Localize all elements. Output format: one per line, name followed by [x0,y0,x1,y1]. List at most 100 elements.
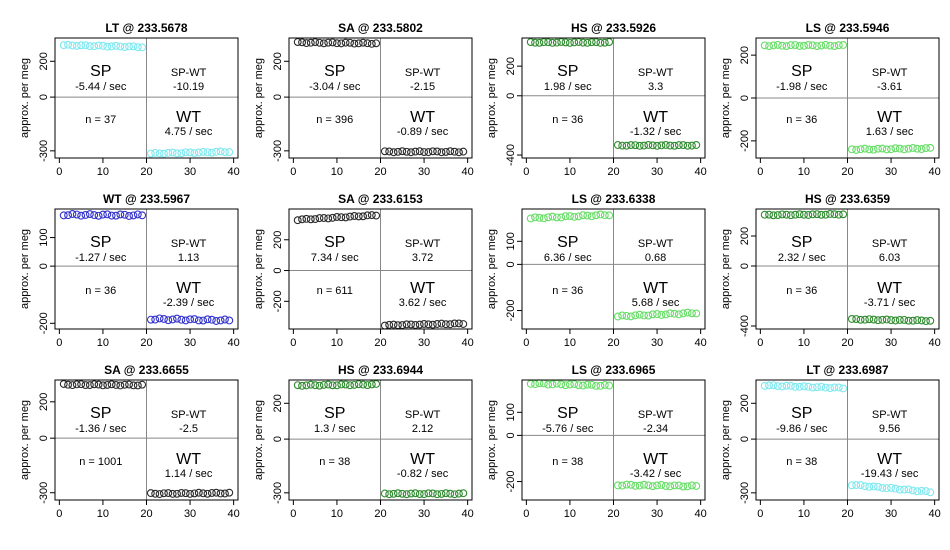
wt-point [900,315,909,324]
x-tick-label: 0 [757,337,763,349]
sp-point [579,38,587,47]
sp-point [826,384,835,393]
wt-point [926,316,935,325]
wt-point [878,315,887,324]
y-tick-label: 0 [38,263,50,269]
y-tick-label: -200 [38,312,50,334]
x-tick-label: 30 [885,166,897,178]
wt-point [878,144,887,153]
x-tick-label: 40 [228,337,240,349]
y-axis-label: approx. per meg [720,58,732,138]
wt-point [424,320,433,329]
wt-point [450,319,459,328]
wt-point [389,489,398,498]
spwt-label: SP-WT [872,409,908,421]
sp-point [324,380,333,389]
sp-point [133,210,142,219]
sp-point [539,214,548,223]
wt-point [687,141,696,150]
spwt-label: SP-WT [405,67,441,79]
y-axis-label: approx. per meg [486,58,498,138]
wt-label: WT [176,280,201,297]
sp-point [68,210,77,218]
wt-point [631,311,640,320]
sp-point [332,39,341,48]
wt-point [683,141,692,150]
sp-point [120,43,129,52]
x-tick-label: 20 [841,337,853,349]
sp-point [324,214,333,223]
sp-point [826,41,835,50]
wt-point [856,481,865,490]
wt-point [146,315,155,324]
panel-2: SA @ 233.5802 0 10 20 30 40 -300 0 200 approx. pe… [253,21,474,178]
sp-point [548,38,557,47]
wt-point [164,148,173,157]
wt-label: WT [410,109,435,126]
sp-point [834,41,843,50]
sp-point [298,38,307,47]
panel-10: HS @ 233.6944 0 10 20 30 40 -300 0 200 approx. pe… [253,363,474,520]
wt-point [657,481,666,489]
sp-point [90,380,99,389]
sp-point [531,213,540,222]
wt-point [626,312,635,321]
sp-point [570,212,579,221]
sp-point [311,38,320,47]
sp-point [839,210,848,219]
sp-point [372,380,381,388]
wt-point [921,144,930,153]
sp-point [552,38,561,47]
y-tick-label: -300 [272,482,284,504]
wt-point [653,310,662,319]
wt-rate: -1.32 / sec [630,126,682,138]
wt-point [173,489,181,498]
sp-point [328,213,337,222]
x-tick-label: 0 [757,166,763,178]
wt-point [173,314,181,323]
y-tick-label: 0 [739,263,751,269]
sp-label: SP [324,63,345,80]
x-tick-label: 40 [929,166,941,178]
wt-point [164,316,173,325]
sp-point [59,41,68,50]
x-tick-label: 0 [56,508,62,520]
sp-point [596,210,605,219]
sp-point [341,38,350,47]
x-tick-label: 30 [885,508,897,520]
wt-point [220,148,229,157]
sp-point [311,381,320,390]
x-tick-label: 20 [607,508,619,520]
sp-point [64,211,73,220]
spwt-value: 9.56 [879,423,900,435]
sp-point [765,381,774,390]
sp-point [778,382,787,391]
sp-point [346,381,354,390]
sp-point [587,380,596,389]
spwt-label: SP-WT [638,67,674,79]
wt-point [644,311,653,320]
x-tick-label: 10 [564,508,576,520]
x-tick-label: 0 [523,166,529,178]
wt-point [181,316,190,325]
spwt-label: SP-WT [171,238,207,250]
wt-label: WT [877,280,902,297]
wt-point [389,148,398,157]
sp-point [804,40,813,49]
wt-point [626,480,635,489]
wt-point [194,316,203,325]
sp-point [81,41,90,50]
wt-point [670,481,679,490]
sp-point [68,381,77,390]
y-axis-label: approx. per meg [19,229,31,309]
y-tick-label: -300 [272,140,284,162]
sp-point [799,41,808,50]
wt-point [225,148,234,157]
x-tick-label: 20 [374,508,386,520]
wt-point [661,310,670,319]
wt-point [635,481,644,490]
y-tick-label: -200 [272,290,284,312]
panel-title: WT @ 233.5967 [103,192,190,206]
sp-point [363,39,372,48]
wt-label: WT [410,280,435,297]
